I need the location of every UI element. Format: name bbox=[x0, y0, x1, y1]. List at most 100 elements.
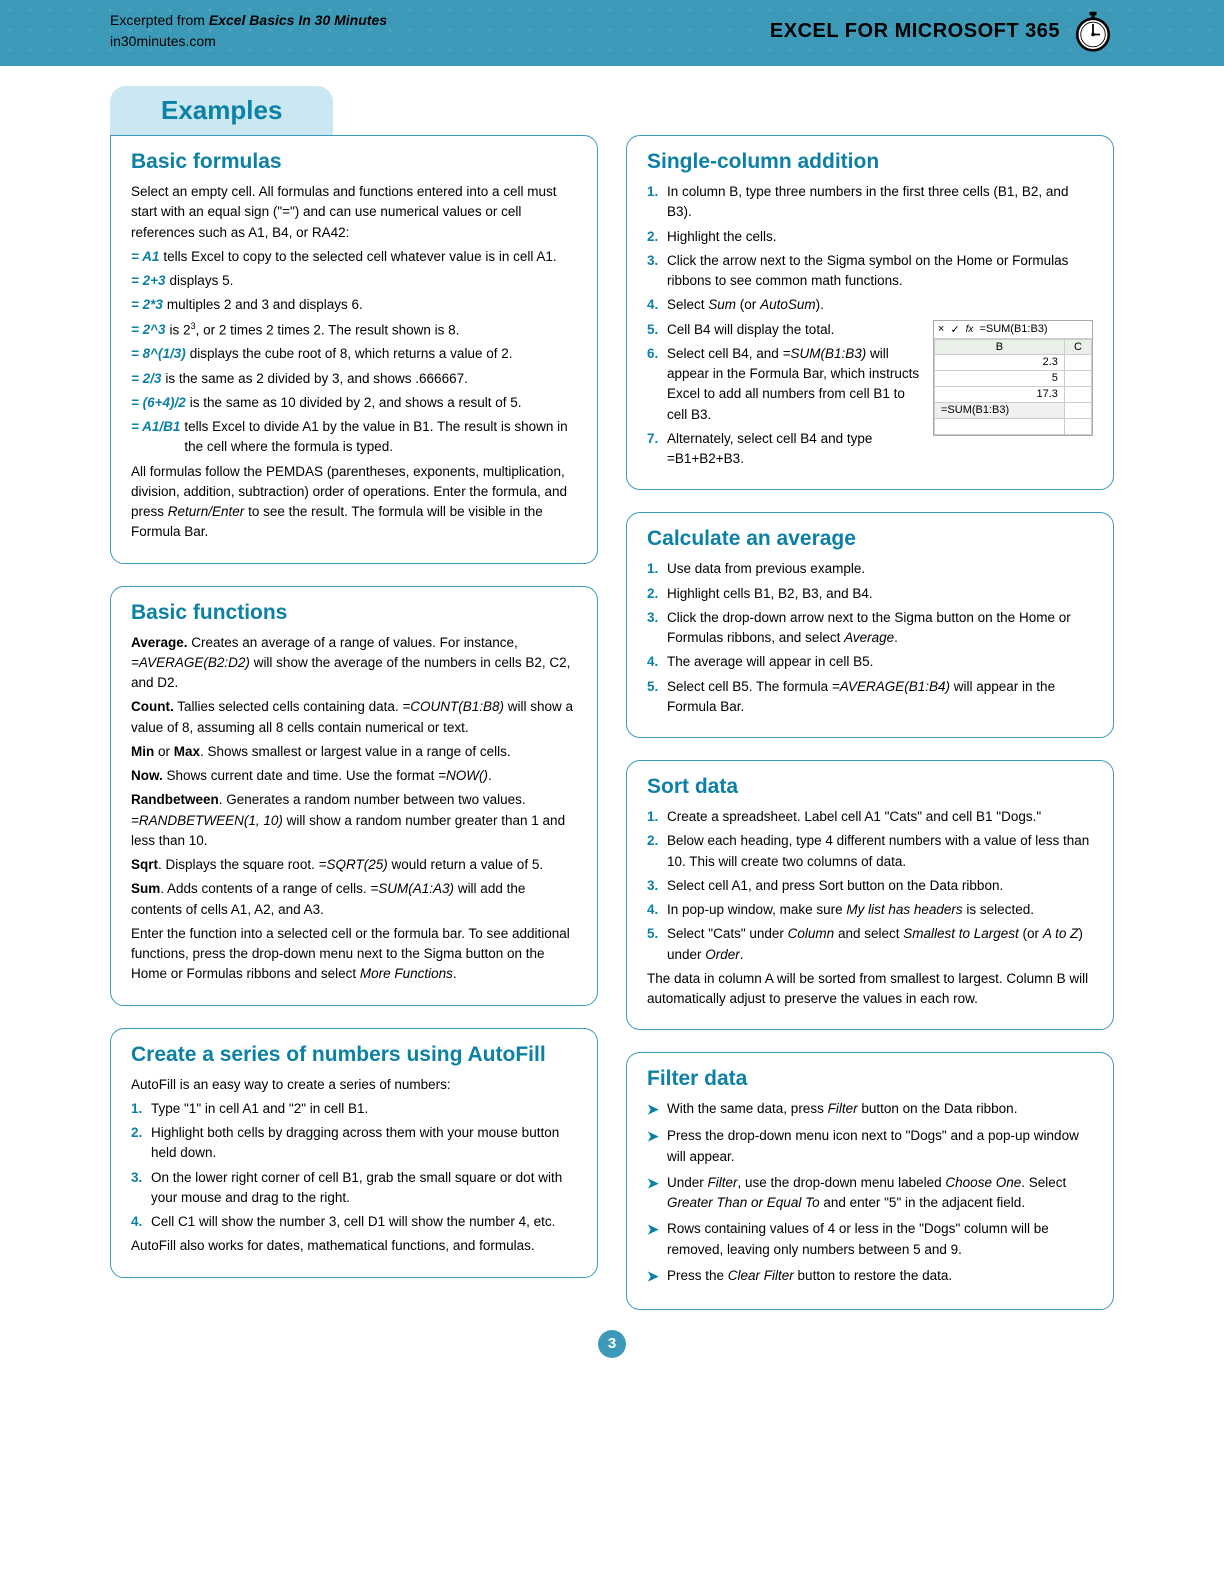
step-text: Cell C1 will show the number 3, cell D1 … bbox=[151, 1212, 555, 1232]
step-number: 5. bbox=[647, 320, 667, 340]
autofill-card: Create a series of numbers using AutoFil… bbox=[110, 1028, 598, 1278]
list-item: 3.On the lower right corner of cell B1, … bbox=[131, 1168, 577, 1209]
page-content: Examples Basic formulas Select an empty … bbox=[0, 66, 1224, 1398]
formula-line: = A1/B1 tells Excel to divide A1 by the … bbox=[131, 417, 577, 458]
step-text: Select Sum (or AutoSum). bbox=[667, 295, 824, 315]
step-text: On the lower right corner of cell B1, gr… bbox=[151, 1168, 577, 1209]
cell bbox=[1064, 418, 1091, 434]
step-number: 1. bbox=[647, 559, 667, 579]
step-number: 3. bbox=[647, 876, 667, 896]
cell: =SUM(B1:B3) bbox=[935, 402, 1065, 418]
list-item: 1.Create a spreadsheet. Label cell A1 "C… bbox=[647, 807, 1093, 827]
step-text: Highlight the cells. bbox=[667, 227, 777, 247]
formula-line: = 2^3 is 23, or 2 times 2 times 2. The r… bbox=[131, 320, 577, 341]
step-number: 2. bbox=[647, 831, 667, 872]
step-text: Select cell B4, and =SUM(B1:B3) will app… bbox=[667, 344, 925, 425]
step-number: 4. bbox=[647, 900, 667, 920]
outro-text: Enter the function into a selected cell … bbox=[131, 924, 577, 985]
section-title: Calculate an average bbox=[647, 527, 1093, 551]
list-item: 2.Highlight the cells. bbox=[647, 227, 1093, 247]
list-item: 2.Below each heading, type 4 different n… bbox=[647, 831, 1093, 872]
cell bbox=[935, 418, 1065, 434]
list-item: ➤Rows containing values of 4 or less in … bbox=[647, 1219, 1093, 1260]
step-text: Cell B4 will display the total. bbox=[667, 320, 834, 340]
intro-text: Select an empty cell. All formulas and f… bbox=[131, 182, 577, 243]
step-text: Select cell B5. The formula =AVERAGE(B1:… bbox=[667, 677, 1093, 718]
step-text: The average will appear in cell B5. bbox=[667, 652, 873, 672]
filter-card: Filter data ➤With the same data, press F… bbox=[626, 1052, 1114, 1310]
list-item: ➤Press the Clear Filter button to restor… bbox=[647, 1266, 1093, 1287]
formula-rest: multiples 2 and 3 and displays 6. bbox=[167, 295, 363, 315]
list-item: 4.Cell C1 will show the number 3, cell D… bbox=[131, 1212, 577, 1232]
function-item: Randbetween. Generates a random number b… bbox=[131, 790, 577, 851]
step-number: 3. bbox=[131, 1168, 151, 1209]
left-column: Basic formulas Select an empty cell. All… bbox=[110, 135, 598, 1310]
formula-rest: tells Excel to copy to the selected cell… bbox=[163, 247, 556, 267]
item-text: Under Filter, use the drop-down menu lab… bbox=[667, 1173, 1093, 1214]
cell: 5 bbox=[935, 370, 1065, 386]
step-text: Select "Cats" under Column and select Sm… bbox=[667, 924, 1093, 965]
step-text: In pop-up window, make sure My list has … bbox=[667, 900, 1034, 920]
formula-line: = (6+4)/2 is the same as 10 divided by 2… bbox=[131, 393, 577, 413]
sort-card: Sort data 1.Create a spreadsheet. Label … bbox=[626, 760, 1114, 1030]
excerpt-prefix: Excerpted from bbox=[110, 12, 209, 28]
list-item: 4.The average will appear in cell B5. bbox=[647, 652, 1093, 672]
formula-prefix: = 2^3 bbox=[131, 320, 166, 341]
function-item: Sqrt. Displays the square root. =SQRT(25… bbox=[131, 855, 577, 875]
list-item: 5.Cell B4 will display the total. bbox=[647, 320, 925, 340]
step-number: 2. bbox=[647, 584, 667, 604]
step-number: 6. bbox=[647, 344, 667, 425]
function-item: Min or Max. Shows smallest or largest va… bbox=[131, 742, 577, 762]
step-text: Click the drop-down arrow next to the Si… bbox=[667, 608, 1093, 649]
page-number: 3 bbox=[598, 1330, 626, 1358]
section-title: Create a series of numbers using AutoFil… bbox=[131, 1043, 577, 1067]
formula-prefix: = 2+3 bbox=[131, 271, 166, 291]
formula-prefix: = 2*3 bbox=[131, 295, 163, 315]
cell bbox=[1064, 370, 1091, 386]
header-right: EXCEL FOR MICROSOFT 365 bbox=[770, 10, 1114, 52]
outro-text: The data in column A will be sorted from… bbox=[647, 969, 1093, 1010]
step-text: Highlight cells B1, B2, B3, and B4. bbox=[667, 584, 873, 604]
function-item: Sum. Adds contents of a range of cells. … bbox=[131, 879, 577, 920]
formula-rest: is the same as 2 divided by 3, and shows… bbox=[165, 369, 467, 389]
item-text: With the same data, press Filter button … bbox=[667, 1099, 1017, 1120]
arrow-icon: ➤ bbox=[647, 1173, 667, 1214]
step-number: 1. bbox=[647, 182, 667, 223]
header-bar: Excerpted from Excel Basics In 30 Minute… bbox=[0, 0, 1224, 66]
close-icon: × bbox=[938, 323, 944, 335]
step-number: 5. bbox=[647, 924, 667, 965]
formula-prefix: = A1/B1 bbox=[131, 417, 180, 458]
formula-prefix: = 2/3 bbox=[131, 369, 161, 389]
book-title: Excel Basics In 30 Minutes bbox=[209, 12, 387, 28]
cell bbox=[1064, 386, 1091, 402]
function-item: Now. Shows current date and time. Use th… bbox=[131, 766, 577, 786]
col-header: C bbox=[1064, 339, 1091, 354]
list-item: 1.Use data from previous example. bbox=[647, 559, 1093, 579]
step-number: 2. bbox=[647, 227, 667, 247]
item-text: Rows containing values of 4 or less in t… bbox=[667, 1219, 1093, 1260]
outro-text: AutoFill also works for dates, mathemati… bbox=[131, 1236, 577, 1256]
outro-text: All formulas follow the PEMDAS (parenthe… bbox=[131, 462, 577, 543]
list-item: 2.Highlight cells B1, B2, B3, and B4. bbox=[647, 584, 1093, 604]
site-url: in30minutes.com bbox=[110, 31, 387, 52]
intro-text: AutoFill is an easy way to create a seri… bbox=[131, 1075, 577, 1095]
product-name: EXCEL FOR MICROSOFT 365 bbox=[770, 20, 1060, 43]
section-title: Single-column addition bbox=[647, 150, 1093, 174]
step-text: Below each heading, type 4 different num… bbox=[667, 831, 1093, 872]
list-item: ➤Under Filter, use the drop-down menu la… bbox=[647, 1173, 1093, 1214]
formula-line: = 2+3 displays 5. bbox=[131, 271, 577, 291]
item-text: Press the Clear Filter button to restore… bbox=[667, 1266, 952, 1287]
step-number: 1. bbox=[131, 1099, 151, 1119]
list-item: 3.Click the arrow next to the Sigma symb… bbox=[647, 251, 1093, 292]
list-item: 4.In pop-up window, make sure My list ha… bbox=[647, 900, 1093, 920]
cell: 2.3 bbox=[935, 354, 1065, 370]
step-text: Create a spreadsheet. Label cell A1 "Cat… bbox=[667, 807, 1041, 827]
list-item: 6.Select cell B4, and =SUM(B1:B3) will a… bbox=[647, 344, 925, 425]
section-title: Basic functions bbox=[131, 601, 577, 625]
formula-prefix: = 8^(1/3) bbox=[131, 344, 186, 364]
section-title: Basic formulas bbox=[131, 150, 577, 174]
function-item: Average. Creates an average of a range o… bbox=[131, 633, 577, 694]
step-text: Select cell A1, and press Sort button on… bbox=[667, 876, 1003, 896]
examples-tab: Examples bbox=[110, 86, 333, 135]
list-item: 7.Alternately, select cell B4 and type =… bbox=[647, 429, 925, 470]
